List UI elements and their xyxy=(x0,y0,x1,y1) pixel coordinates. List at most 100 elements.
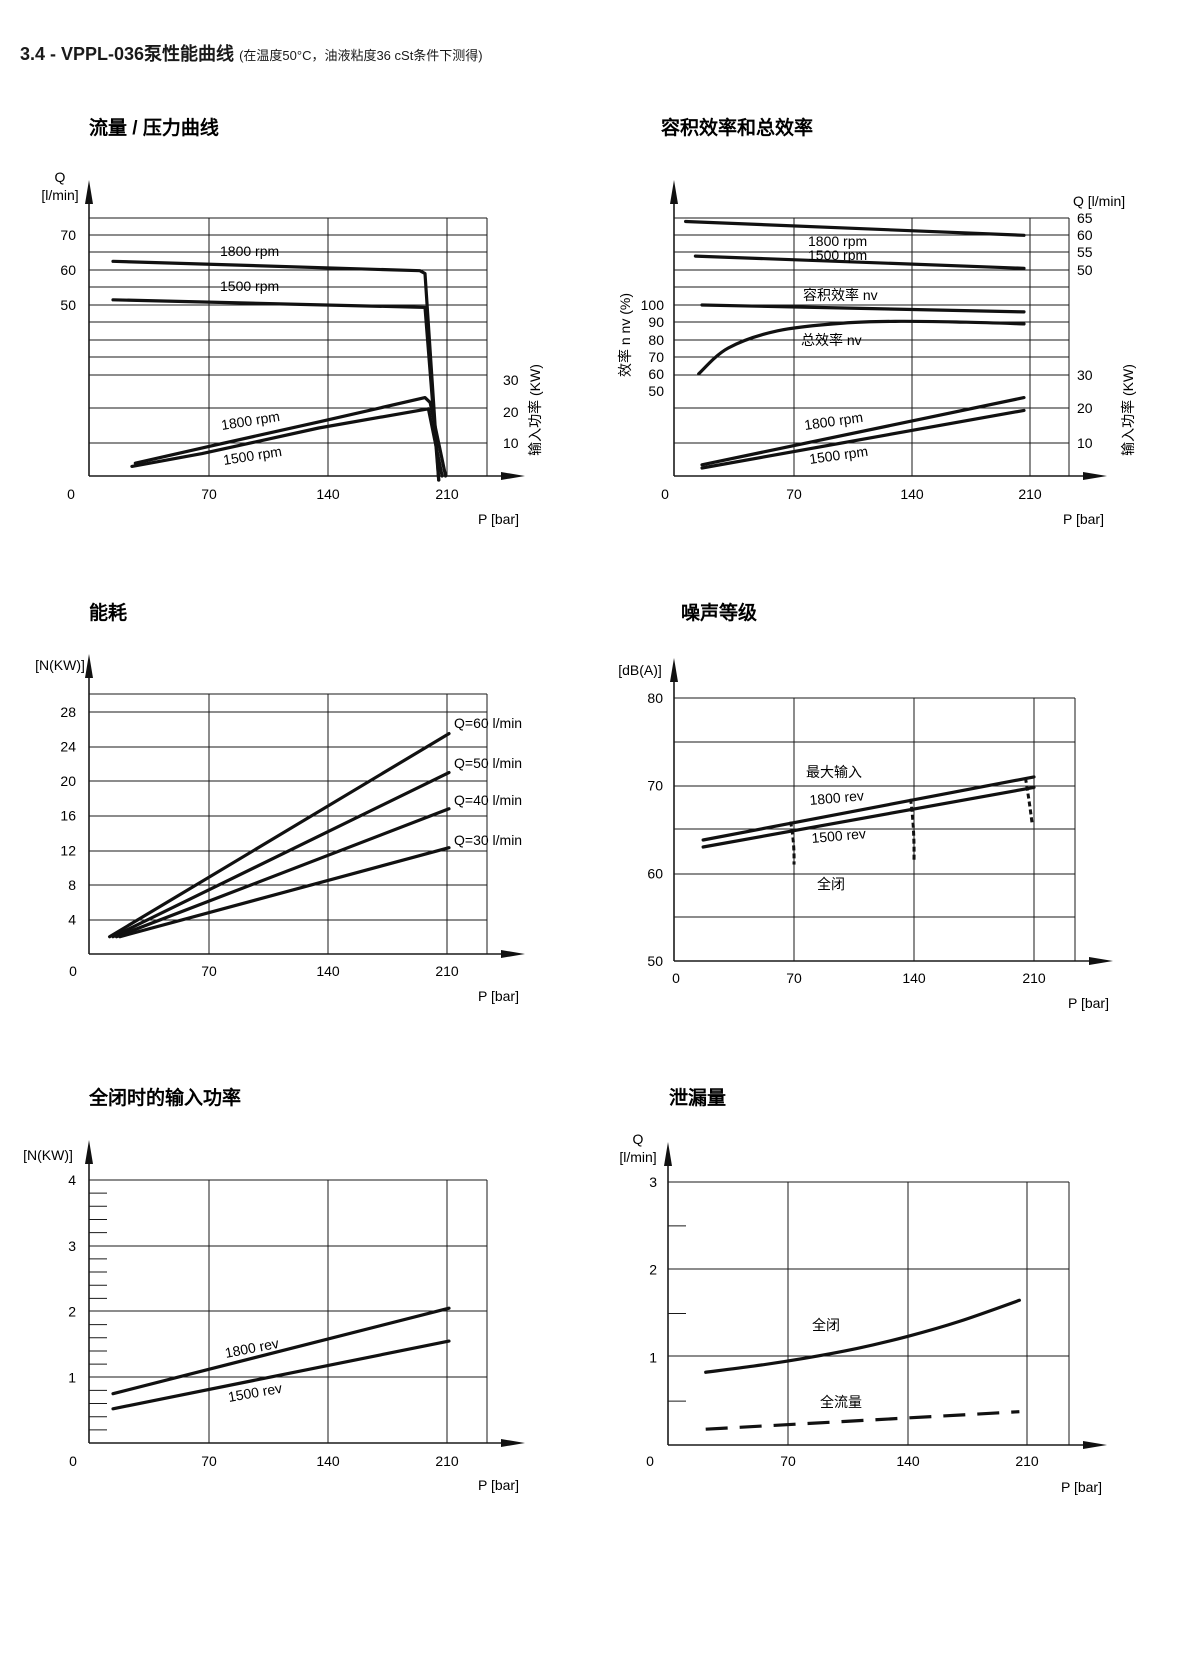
eff-xtick: 140 xyxy=(900,486,924,502)
noise-xtick: 210 xyxy=(1022,970,1046,986)
power-series-label: Q=50 l/min xyxy=(454,755,522,771)
noise-max-label: 最大输入 xyxy=(806,764,862,780)
flow-ytick: 60 xyxy=(60,262,76,278)
flow-ylabel: Q xyxy=(55,169,66,185)
noise-xtick: 140 xyxy=(902,970,926,986)
eff-series-2 xyxy=(700,303,1026,314)
eff-x-arrow xyxy=(1083,472,1107,480)
leak-ylabel: Q xyxy=(633,1131,644,1147)
power-xlabel: P [bar] xyxy=(478,988,519,1004)
eff-ylabel: 效率 n nv (%) xyxy=(617,293,633,377)
eff-ytick: 80 xyxy=(648,332,664,348)
closed-ytick: 3 xyxy=(68,1238,76,1254)
noise-closed-label: 全闭 xyxy=(817,876,845,892)
leak-xtick: 210 xyxy=(1015,1453,1039,1469)
noise-xtick: 70 xyxy=(786,970,802,986)
closed-ytick: 1 xyxy=(68,1369,76,1385)
leak-series-1 xyxy=(705,1410,1020,1431)
leak-xtick: 0 xyxy=(646,1453,654,1469)
leak-xlabel: P [bar] xyxy=(1061,1479,1102,1495)
closed-title: 全闭时的输入功率 xyxy=(88,1086,241,1109)
noise-series-0 xyxy=(701,775,1036,842)
eff-ytick: 50 xyxy=(648,383,664,399)
flow-series-label: 1500 rpm xyxy=(220,278,279,294)
leak-ytick: 3 xyxy=(649,1174,657,1190)
eff-xlabel: P [bar] xyxy=(1063,511,1104,527)
flow-xtick: 210 xyxy=(435,486,459,502)
closed-ylabel: [N(KW)] xyxy=(23,1147,73,1163)
power-ytick: 8 xyxy=(68,877,76,893)
eff-series-4 xyxy=(700,396,1026,467)
noise-ylabel: [dB(A)] xyxy=(618,662,662,678)
flow-series-2 xyxy=(133,396,448,478)
noise-series-label: 1500 rev xyxy=(811,825,867,846)
eff-ytick: 70 xyxy=(648,349,664,365)
leak-series-label: 全流量 xyxy=(820,1394,862,1410)
eff-y2label-top: Q [l/min] xyxy=(1073,193,1125,209)
eff-y2tick: 30 xyxy=(1077,367,1093,383)
power-series-0 xyxy=(107,731,451,939)
eff-series-1 xyxy=(693,254,1026,270)
noise-xlabel: P [bar] xyxy=(1068,995,1109,1011)
noise-ytick: 60 xyxy=(647,865,663,881)
power-xtick: 210 xyxy=(435,963,459,979)
eff-title: 容积效率和总效率 xyxy=(661,116,813,139)
power-series-label: Q=40 l/min xyxy=(454,792,522,808)
closed-ytick: 2 xyxy=(68,1304,76,1320)
power-series-1 xyxy=(111,770,451,939)
eff-series-label: 1800 rpm xyxy=(803,409,864,433)
eff-y2tick: 50 xyxy=(1077,262,1093,278)
leak-series-label: 全闭 xyxy=(812,1317,840,1333)
flow-ytick: 70 xyxy=(60,227,76,243)
eff-y2tick: 20 xyxy=(1077,400,1093,416)
closed-xtick: 70 xyxy=(201,1453,217,1469)
power-ytick: 16 xyxy=(60,808,76,824)
flow-series-label: 1800 rpm xyxy=(220,408,281,433)
power-ytick: 28 xyxy=(60,704,76,720)
eff-y2tick: 60 xyxy=(1077,227,1093,243)
eff-y-arrow xyxy=(670,180,678,204)
power-series-label: Q=60 l/min xyxy=(454,715,522,731)
closed-series-1 xyxy=(111,1339,451,1411)
noise-x-arrow xyxy=(1089,957,1113,965)
leak-xtick: 70 xyxy=(780,1453,796,1469)
eff-xtick: 210 xyxy=(1018,486,1042,502)
power-x-arrow xyxy=(501,950,525,958)
eff-series-label: 容积效率 nv xyxy=(803,287,878,303)
noise-closed-drop xyxy=(1023,777,1034,826)
flow-series-3 xyxy=(130,407,444,478)
eff-ytick: 60 xyxy=(648,366,664,382)
noise-closed-drop xyxy=(789,821,796,865)
closed-xtick: 0 xyxy=(69,1453,77,1469)
noise-y-arrow xyxy=(670,658,678,682)
power-series-3 xyxy=(118,846,451,939)
eff-xtick: 70 xyxy=(786,486,802,502)
flow-xtick: 140 xyxy=(316,486,340,502)
noise-xtick: 0 xyxy=(672,970,680,986)
power-title: 能耗 xyxy=(89,601,127,624)
leak-y-arrow xyxy=(664,1142,672,1166)
leak-series-0 xyxy=(704,1298,1021,1374)
power-xtick: 140 xyxy=(316,963,340,979)
closed-xlabel: P [bar] xyxy=(478,1477,519,1493)
eff-series-0 xyxy=(683,219,1026,237)
page-heading: 3.4 - VPPL-036泵性能曲线 xyxy=(20,44,235,64)
power-series-label: Q=30 l/min xyxy=(454,832,522,848)
leak-x-arrow xyxy=(1083,1441,1107,1449)
closed-series-0 xyxy=(111,1306,451,1396)
power-xtick: 70 xyxy=(201,963,217,979)
eff-y2tick: 10 xyxy=(1077,435,1093,451)
power-ytick: 24 xyxy=(60,739,76,755)
power-ylabel: [N(KW)] xyxy=(35,657,85,673)
eff-ytick: 90 xyxy=(648,314,664,330)
flow-xlabel: P [bar] xyxy=(478,511,519,527)
eff-ytick: 100 xyxy=(641,297,665,313)
noise-ytick: 70 xyxy=(647,778,663,794)
power-ytick: 4 xyxy=(68,911,76,927)
flow-series-label: 1800 rpm xyxy=(220,243,279,259)
eff-series-label: 1500 rpm xyxy=(808,247,867,263)
flow-xtick: 70 xyxy=(201,486,217,502)
leak-ylabel: [l/min] xyxy=(619,1149,656,1165)
eff-series-label: 1800 rpm xyxy=(808,233,867,249)
